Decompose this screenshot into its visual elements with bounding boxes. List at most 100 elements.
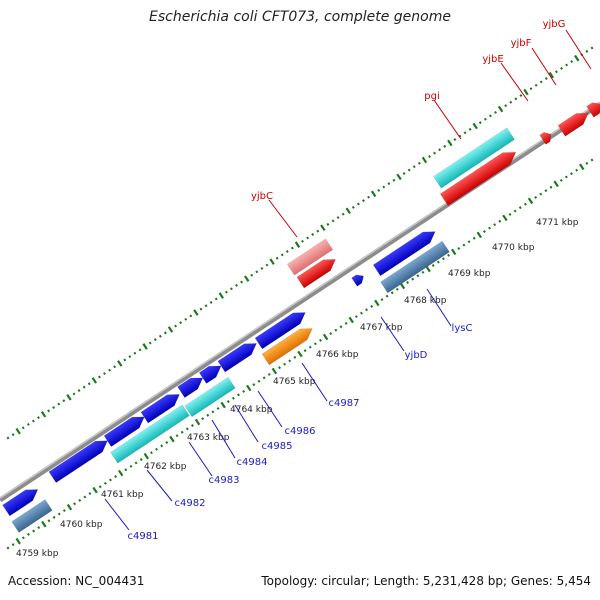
- tick-dot: [194, 418, 201, 426]
- label-leader-line: [257, 390, 283, 428]
- tick-dot: [15, 537, 21, 545]
- gene-feature-yjbF: [557, 112, 589, 137]
- tick-dot: [73, 502, 77, 506]
- tick-dot: [158, 334, 162, 338]
- tick-dot: [201, 417, 205, 421]
- tick-dot: [72, 392, 76, 396]
- gene-feature-yjbC: [296, 259, 336, 289]
- tick-dot: [399, 282, 406, 290]
- tick-dot: [294, 241, 301, 248]
- tick-dot: [211, 410, 215, 414]
- tick-dot: [326, 222, 330, 226]
- tick-dot: [451, 248, 457, 256]
- tick-dot: [288, 359, 292, 363]
- scale-label: 4759 kbp: [16, 549, 59, 559]
- tick-dot: [407, 168, 411, 172]
- accession-text: Accession: NC_004431: [8, 574, 145, 588]
- tick-dot: [165, 441, 169, 444]
- tick-dot: [169, 435, 175, 443]
- tick-dot: [231, 396, 235, 400]
- tick-dot: [148, 341, 152, 345]
- tick-dot: [539, 80, 543, 84]
- tick-dot: [180, 430, 184, 434]
- tick-dot: [555, 70, 558, 74]
- tick-dot: [6, 546, 10, 550]
- gene-feature-yjbC: [286, 238, 334, 276]
- tick-dot: [15, 427, 21, 435]
- tick-dot: [190, 424, 194, 427]
- gene-label-c4986: c4986: [285, 426, 316, 437]
- tick-dot: [242, 389, 246, 393]
- tick-dot: [243, 275, 250, 282]
- tick-dot: [319, 338, 322, 342]
- tick-dot: [88, 492, 92, 496]
- tick-dot: [92, 486, 98, 494]
- tick-dot: [128, 355, 132, 359]
- tick-dot: [488, 226, 491, 230]
- tick-dot: [57, 402, 61, 406]
- tick-dot: [316, 229, 320, 233]
- tick-dot: [411, 277, 415, 281]
- gene-label-c4983: c4983: [209, 475, 240, 486]
- tick-dot: [585, 49, 589, 53]
- tick-dot: [209, 300, 213, 304]
- tick-dot: [417, 161, 421, 165]
- gene-label-lysC: lysC: [452, 323, 473, 334]
- tick-dot: [237, 393, 240, 397]
- tick-dot: [534, 195, 538, 199]
- scale-label: 4767 kbp: [360, 323, 403, 333]
- tick-dot: [313, 342, 317, 346]
- tick-dot: [185, 427, 189, 431]
- tick-dot: [301, 239, 304, 243]
- label-leader-line: [268, 199, 298, 238]
- scale-label: 4762 kbp: [144, 462, 187, 472]
- tick-dot: [514, 97, 518, 101]
- tick-dot: [345, 207, 351, 215]
- scale-label: 4770 kbp: [492, 243, 535, 253]
- tick-dot: [255, 270, 259, 274]
- tick-dot: [385, 294, 389, 298]
- label-leader-line: [188, 441, 213, 477]
- tick-dot: [230, 287, 233, 291]
- tick-dot: [199, 307, 203, 311]
- tick-dot: [280, 253, 284, 257]
- tick-dot: [11, 433, 15, 437]
- tick-dot: [175, 434, 179, 438]
- tick-dot: [534, 83, 538, 87]
- tick-dot: [57, 512, 61, 516]
- tick-dot: [267, 372, 271, 376]
- gene-labels: yjbC pgi yjbE yjbF yjbG c4981 c4982 c4983 c4984 c…: [104, 19, 592, 542]
- tick-dot: [308, 345, 312, 349]
- gene-feature-c4984: [198, 365, 222, 384]
- tick-dot: [421, 270, 425, 274]
- gene-feature-c4986: [217, 343, 257, 373]
- tick-dot: [476, 231, 482, 239]
- gene-label-c4987: c4987: [329, 398, 360, 409]
- tick-dot: [252, 383, 256, 387]
- tick-dot: [214, 297, 218, 301]
- tick-dot: [370, 304, 374, 308]
- tick-dot: [322, 333, 329, 341]
- label-leader-line: [104, 498, 130, 531]
- tick-dot: [462, 243, 466, 247]
- tick-dot: [362, 199, 365, 203]
- gene-label-c4985: c4985: [262, 441, 293, 452]
- tick-dot: [339, 325, 343, 329]
- tick-dot: [174, 324, 178, 328]
- gene-label-yjbC: yjbC: [251, 191, 273, 202]
- tick-dot: [396, 173, 402, 181]
- tick-dot: [269, 258, 275, 265]
- tick-dot: [117, 360, 123, 367]
- tick-dot: [436, 260, 440, 264]
- gene-label-yjbG: yjbG: [543, 19, 566, 30]
- tick-dot: [246, 384, 252, 392]
- tick-dot: [155, 447, 159, 451]
- tick-dot: [402, 172, 406, 175]
- gene-feature-c4981: [11, 499, 53, 533]
- tick-dot: [367, 195, 370, 199]
- tick-dot: [387, 182, 391, 186]
- scale-label: 4760 kbp: [60, 520, 103, 530]
- tick-dot: [37, 416, 40, 420]
- tick-dot: [527, 197, 534, 205]
